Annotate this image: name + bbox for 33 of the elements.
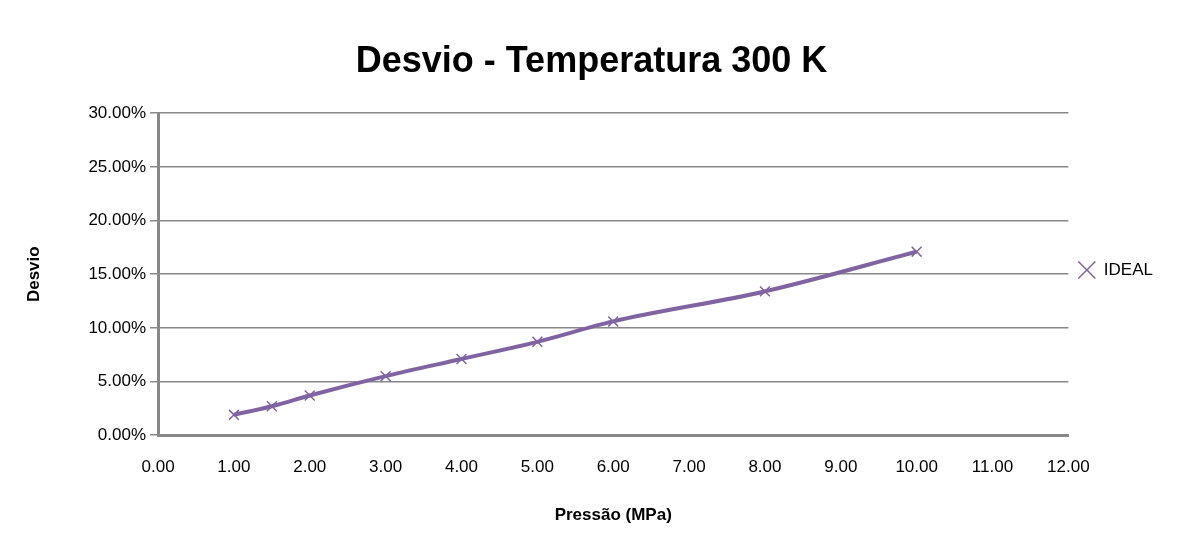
- x-tick-label: 8.00: [748, 457, 782, 477]
- x-tick-label: 6.00: [596, 457, 630, 477]
- y-tick-label: 5.00%: [97, 371, 147, 391]
- point: [910, 245, 923, 258]
- x-tick-label: 5.00: [520, 457, 554, 477]
- x-tick-label: 7.00: [672, 457, 706, 477]
- y-tick-label: 30.00%: [88, 102, 147, 122]
- x-tick-label: 12.00: [1047, 457, 1090, 477]
- x-tick-label: 11.00: [971, 457, 1014, 477]
- y-tick-label: 20.00%: [88, 210, 147, 230]
- point: [228, 409, 240, 421]
- y-tick-label: 10.00%: [88, 317, 147, 337]
- x-tick-label: 10.00: [895, 457, 938, 477]
- x-tick-label: 3.00: [369, 457, 403, 477]
- y-tick-label: 25.00%: [88, 156, 147, 176]
- point: [379, 370, 392, 382]
- x-tick-label: 2.00: [293, 457, 327, 477]
- point: [759, 285, 771, 298]
- x-tick-label: 9.00: [824, 457, 858, 477]
- point: [266, 400, 278, 412]
- x-axis-title: Pressão (MPa): [554, 505, 672, 525]
- y-tick-label: 0.00%: [97, 424, 147, 444]
- x-tick-label: 0.00: [141, 457, 175, 477]
- point: [607, 315, 619, 328]
- x-tick-label: 4.00: [444, 457, 479, 477]
- x-tick-label: 1.00: [217, 457, 251, 477]
- point: [531, 336, 544, 348]
- point: [455, 353, 468, 365]
- y-tick-label: 15.00%: [88, 263, 147, 283]
- legend-label: IDEAL: [1103, 259, 1154, 279]
- chart-title: Desvio - Temperatura 300 K: [355, 38, 828, 80]
- y-axis-title: Desvio: [23, 246, 43, 303]
- point: [304, 389, 316, 402]
